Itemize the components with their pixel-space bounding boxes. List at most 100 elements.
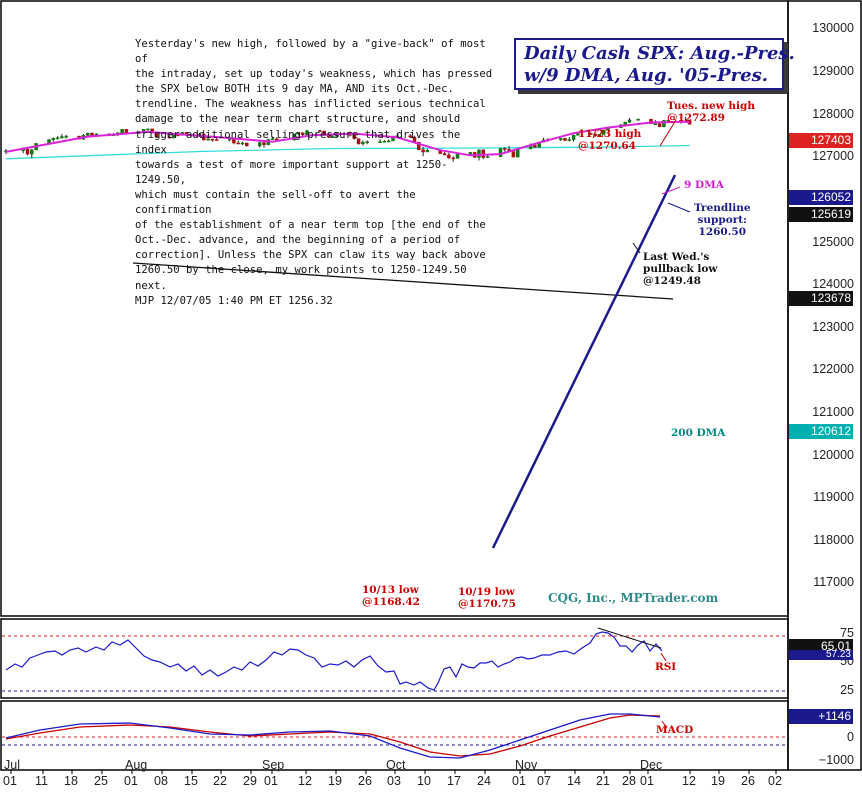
candle-body xyxy=(356,138,361,145)
candle-body xyxy=(51,138,56,140)
macd-tick-neg1000: −1000 xyxy=(818,753,854,767)
candle-body xyxy=(477,149,481,158)
oct19-line1: 10/19 low xyxy=(458,586,515,598)
candle xyxy=(210,138,215,142)
oct19-line2: @1170.75 xyxy=(458,598,516,610)
x-tick: 07 xyxy=(537,774,551,788)
tues-high-label: Tues. new high @1272.89 xyxy=(667,100,755,124)
x-tick: 12 xyxy=(682,774,696,788)
candle xyxy=(589,132,593,135)
price-tick: 123000 xyxy=(812,320,854,334)
candle xyxy=(236,140,240,145)
candle-body xyxy=(425,149,430,153)
price-box-trendline: 123678 xyxy=(789,291,853,306)
candle xyxy=(361,140,365,146)
candle xyxy=(64,134,68,139)
candle-body xyxy=(468,152,473,155)
month-label-dec: Dec xyxy=(640,758,663,772)
candle-body xyxy=(627,119,632,123)
candle-body xyxy=(503,148,507,150)
x-tick: 12 xyxy=(298,774,312,788)
candle-body xyxy=(623,121,627,125)
nov23-high-line2: @1270.64 xyxy=(578,140,636,152)
candle-body xyxy=(653,123,658,126)
x-tick: 14 xyxy=(567,774,581,788)
candle-body xyxy=(498,148,503,157)
candle-body xyxy=(352,135,357,139)
trendline-line3: 1260.50 xyxy=(698,226,747,238)
candle-body xyxy=(601,129,606,135)
candle xyxy=(597,134,602,137)
candle xyxy=(425,148,430,153)
candle xyxy=(576,133,580,136)
candle-body xyxy=(589,133,593,135)
candle xyxy=(262,142,266,148)
price-tick: 120000 xyxy=(812,448,854,462)
candle-body xyxy=(447,154,451,159)
candle-body xyxy=(214,139,219,141)
price-scale-frame xyxy=(787,0,862,771)
candle xyxy=(511,151,516,158)
nov23-high-line1: 11/23 high xyxy=(578,128,642,140)
month-label-aug: Aug xyxy=(125,758,148,772)
candle-body xyxy=(485,156,490,158)
resistance-trendline xyxy=(132,262,674,300)
x-tick: 24 xyxy=(477,774,491,788)
x-axis-ticks xyxy=(10,770,777,774)
candle xyxy=(30,148,34,158)
price-box-last: 125619 xyxy=(789,207,853,222)
pullback-label: Last Wed.'s pullback low @1249.48 xyxy=(643,251,717,287)
price-tick: 128000 xyxy=(812,107,854,121)
candle xyxy=(627,117,632,123)
x-tick: 10 xyxy=(417,774,431,788)
dma200-layer xyxy=(5,144,690,160)
price-tick: 127000 xyxy=(812,149,854,163)
candle-body xyxy=(408,135,412,138)
candle-body xyxy=(533,144,537,148)
chart-title-line1: Daily Cash SPX: Aug.-Pres. xyxy=(524,43,795,64)
candle xyxy=(270,136,275,140)
candle-body xyxy=(210,138,215,141)
macd-label: MACD xyxy=(656,724,694,736)
candle xyxy=(60,134,64,139)
candle-body xyxy=(563,138,567,141)
x-tick: 19 xyxy=(328,774,342,788)
candle-body xyxy=(262,142,266,145)
x-tick: 08 xyxy=(154,774,168,788)
oct13-low-label: 10/13 low @1168.42 xyxy=(362,584,420,608)
x-tick: 03 xyxy=(387,774,401,788)
candle-body xyxy=(597,134,602,136)
tues-high-pointer xyxy=(659,119,677,147)
candle xyxy=(240,141,245,146)
candle-body xyxy=(236,142,240,145)
x-tick: 25 xyxy=(94,774,108,788)
candle-body xyxy=(257,142,262,147)
x-tick: 01 xyxy=(512,774,526,788)
candle xyxy=(386,139,391,143)
candle xyxy=(382,139,387,143)
x-tick: 21 xyxy=(596,774,610,788)
candle xyxy=(563,138,567,142)
tues-high-line2: @1272.89 xyxy=(667,112,725,124)
x-tick: 26 xyxy=(741,774,755,788)
pullback-line3: @1249.48 xyxy=(643,275,701,287)
candle xyxy=(245,142,249,147)
candle-body xyxy=(649,118,653,125)
candle xyxy=(120,128,124,134)
macd-pointer xyxy=(661,720,668,729)
candle xyxy=(171,134,176,139)
candle xyxy=(498,148,503,158)
candle-body xyxy=(558,138,563,140)
candle-body xyxy=(270,138,275,140)
candle xyxy=(571,134,576,142)
rsi-box-signal: 57.23 xyxy=(789,650,853,660)
trendline-pointer xyxy=(667,202,691,213)
candle-body xyxy=(331,136,335,138)
candle-body xyxy=(365,141,369,143)
candle xyxy=(25,148,30,156)
price-tick: 119000 xyxy=(813,490,854,504)
month-label-oct: Oct xyxy=(386,758,406,772)
200-dma-line xyxy=(5,144,690,160)
candle-body xyxy=(240,142,245,145)
candle xyxy=(257,141,262,148)
